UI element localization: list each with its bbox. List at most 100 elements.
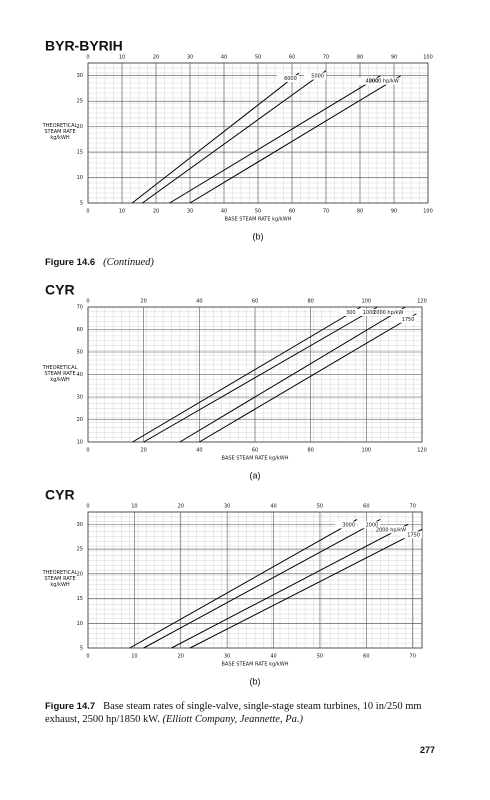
x-tick-label: 90 [391,55,397,61]
series-label-bg [358,521,381,529]
x-axis-label: BASE STEAM RATE kg/kWH [222,456,289,462]
series-label-bg [383,309,406,316]
caption-text: (Continued) [103,257,154,268]
x-tick-label: 40 [270,504,276,510]
y-axis-label: THEORETICAL STEAM RATE kg/kWH [42,123,78,141]
series-line [189,528,423,649]
x-tick-label: 100 [423,55,433,61]
x-tick-label: 50 [255,209,261,215]
series-label-bg [386,526,409,534]
series-label-bg [338,309,361,316]
series-line [131,72,300,204]
x-tick-label: 10 [131,654,137,660]
y-tick-label: 15 [77,150,83,156]
x-tick-label: 100 [362,299,372,305]
x-tick-label: 70 [410,504,416,510]
y-tick-label: 70 [77,305,83,311]
y-tick-label: 10 [77,621,83,627]
series-line [143,306,378,443]
x-tick-label: 120 [417,299,427,305]
y-tick-label: 25 [77,99,83,105]
x-tick-label: 20 [140,448,146,454]
y-tick-label: 20 [77,571,83,577]
chart-title: CYR [45,282,75,298]
x-tick-label: 20 [178,504,184,510]
y-tick-label: 20 [77,124,83,130]
series-label: 1750 [402,317,415,323]
figure-number: Figure 14.6 [45,257,96,268]
series-label: 3000 [342,522,355,528]
x-tick-label: 20 [178,654,184,660]
caption: Figure 14.7 Base steam rates of single-va… [45,700,455,726]
x-tick-label: 30 [187,209,193,215]
series-label: 5000 [311,74,324,80]
series-label-bg [276,75,299,83]
x-tick-label: 0 [86,55,89,61]
x-tick-label: 40 [221,55,227,61]
x-tick-label: 120 [417,448,427,454]
x-tick-label: 10 [119,209,125,215]
y-tick-label: 5 [80,201,83,207]
y-tick-label: 30 [77,522,83,528]
y-tick-label: 30 [77,395,83,401]
y-tick-label: 25 [77,547,83,553]
x-tick-label: 60 [252,299,258,305]
series-label-bg [335,521,358,529]
series-line [143,518,381,649]
x-tick-label: 30 [224,504,230,510]
x-tick-label: 0 [86,299,89,305]
x-tick-label: 10 [119,55,125,61]
series-label-bg [378,77,401,85]
series-label: 2000 hp/kW [369,79,399,85]
x-tick-label: 100 [362,448,372,454]
x-tick-label: 0 [86,448,89,454]
chart-title: CYR [45,487,75,503]
chart-title: BYR-BYRIH [45,38,123,54]
series-line [169,75,381,204]
panel-label: (b) [250,676,261,686]
x-tick-label: 30 [187,55,193,61]
series-line [179,306,406,443]
y-tick-label: 30 [77,73,83,79]
series-label: 3000 [346,310,359,316]
panel-label: (b) [253,231,264,241]
x-tick-label: 80 [307,448,313,454]
series-line [129,518,358,649]
y-tick-label: 10 [77,440,83,446]
x-tick-label: 20 [153,55,159,61]
y-tick-label: 20 [77,417,83,423]
y-tick-label: 50 [77,350,83,356]
x-tick-label: 0 [86,209,89,215]
series-label-bg [304,72,326,80]
x-tick-label: 10 [131,504,137,510]
caption: Figure 14.6 (Continued) [45,256,455,269]
x-tick-label: 40 [196,448,202,454]
series-label-bg [358,77,381,85]
series-label: 1750 [407,532,420,538]
series-label-bg [355,309,378,316]
caption-credit: (Elliott Company, Jeannette, Pa.) [162,714,304,725]
series-label: 1000 [363,310,376,316]
x-tick-label: 50 [255,55,261,61]
x-tick-label: 0 [86,504,89,510]
y-tick-label: 40 [77,372,83,378]
x-tick-label: 50 [317,654,323,660]
y-axis-label: THEORETICAL STEAM RATE kg/kWH [42,364,78,383]
y-tick-label: 5 [80,646,83,652]
x-tick-label: 80 [357,209,363,215]
x-tick-label: 70 [323,209,329,215]
x-tick-label: 40 [270,654,276,660]
x-axis-label: BASE STEAM RATE kg/kWH [222,662,289,668]
y-axis-label: THEORETICAL STEAM RATE kg/kWH [42,570,78,588]
series-label-bg [394,315,417,323]
figure-number: Figure 14.7 [45,701,96,712]
x-tick-label: 20 [140,299,146,305]
series-line [142,70,327,204]
x-tick-label: 70 [323,55,329,61]
series-label: 6000 [284,76,297,82]
y-tick-label: 10 [77,175,83,181]
x-tick-label: 80 [307,299,313,305]
panel-label: (a) [250,470,261,480]
